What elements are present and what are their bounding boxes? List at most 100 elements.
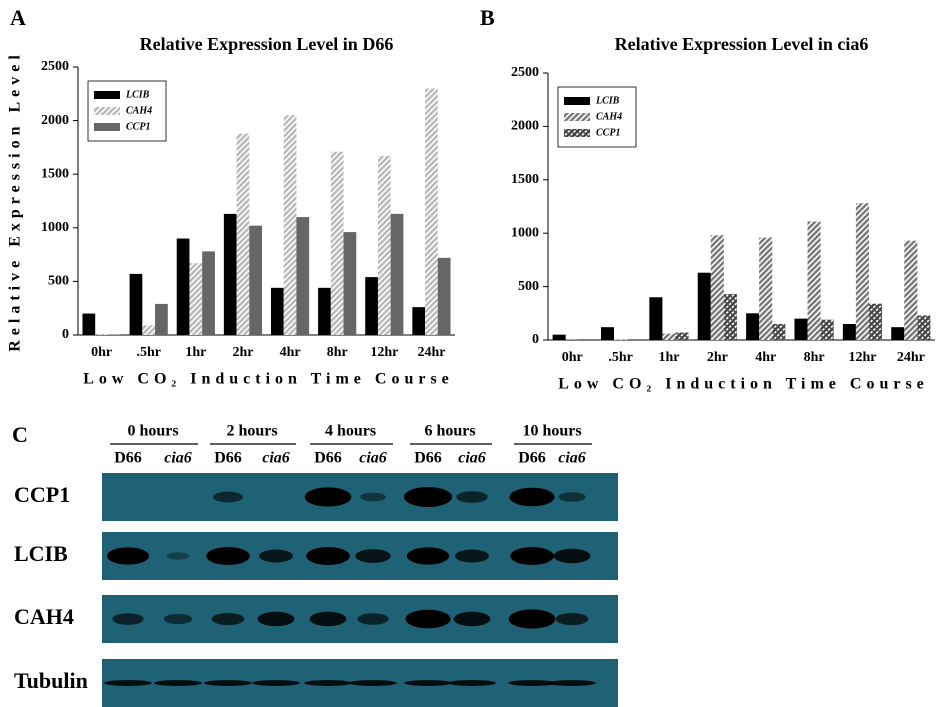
y-tick-label: 2500 bbox=[511, 65, 539, 80]
x-tick-label: 4hr bbox=[755, 350, 776, 365]
bar bbox=[108, 334, 121, 335]
blot-band bbox=[167, 552, 190, 559]
legend-swatch bbox=[94, 107, 120, 115]
x-axis-label: Low CO₂ Induction Time Course bbox=[558, 376, 929, 393]
x-tick-label: 2hr bbox=[232, 345, 253, 360]
bar bbox=[917, 315, 930, 340]
bar bbox=[344, 232, 357, 335]
group-label: 0 hours bbox=[127, 423, 178, 440]
blot-band bbox=[252, 680, 300, 686]
legend-label: CAH4 bbox=[126, 105, 152, 116]
y-tick-label: 2500 bbox=[41, 59, 69, 74]
group-label: 2 hours bbox=[226, 423, 277, 440]
y-tick-label: 2000 bbox=[511, 119, 539, 134]
y-axis-label: Relative Expression Level bbox=[7, 50, 24, 352]
blot-band bbox=[112, 613, 143, 625]
blot-band bbox=[556, 613, 589, 625]
bar bbox=[378, 156, 391, 335]
blot-band bbox=[404, 487, 452, 507]
legend-swatch bbox=[94, 123, 120, 131]
bar bbox=[891, 327, 904, 340]
blot-band bbox=[455, 550, 489, 563]
y-tick-label: 500 bbox=[48, 274, 69, 289]
bar bbox=[698, 273, 711, 340]
y-tick-label: 1500 bbox=[41, 166, 69, 181]
bar bbox=[794, 319, 807, 340]
bar bbox=[130, 274, 143, 335]
bar bbox=[843, 324, 856, 340]
chart-title: Relative Expression Level in D66 bbox=[140, 34, 394, 54]
blot-band bbox=[357, 613, 388, 625]
y-tick-label: 2000 bbox=[41, 113, 69, 128]
panel-label: A bbox=[10, 5, 26, 30]
bar bbox=[318, 288, 331, 335]
row-label: LCIB bbox=[14, 541, 68, 566]
legend-label: LCIB bbox=[595, 95, 620, 106]
x-axis-label: Low CO₂ Induction Time Course bbox=[83, 371, 454, 388]
blot-band bbox=[407, 547, 449, 564]
group-label: 10 hours bbox=[522, 423, 581, 440]
blot-band bbox=[204, 680, 252, 686]
lane-label: cia6 bbox=[458, 450, 486, 467]
bar bbox=[869, 304, 882, 340]
y-tick-label: 0 bbox=[62, 327, 69, 342]
bar bbox=[759, 237, 772, 340]
bar bbox=[662, 334, 675, 340]
legend-label: CCP1 bbox=[126, 121, 150, 132]
blot-band bbox=[349, 680, 397, 686]
blot-band bbox=[213, 492, 243, 503]
y-tick-label: 1500 bbox=[511, 172, 539, 187]
lane-label: cia6 bbox=[558, 450, 586, 467]
lane-label: D66 bbox=[414, 450, 442, 467]
x-tick-label: 1hr bbox=[185, 345, 206, 360]
lane-label: cia6 bbox=[262, 450, 290, 467]
blot-band bbox=[306, 547, 350, 565]
blot-band bbox=[509, 609, 556, 628]
bar bbox=[553, 335, 566, 340]
bar bbox=[249, 226, 262, 335]
blot-band bbox=[355, 549, 390, 563]
bar bbox=[614, 339, 627, 340]
bar bbox=[391, 214, 404, 335]
blot-band bbox=[305, 487, 352, 506]
bar bbox=[675, 333, 688, 340]
bar bbox=[271, 288, 284, 335]
bar bbox=[155, 304, 168, 335]
bar bbox=[856, 203, 869, 340]
bar bbox=[142, 325, 155, 335]
x-tick-label: .5hr bbox=[136, 345, 161, 360]
bar bbox=[601, 327, 614, 340]
chart-title: Relative Expression Level in cia6 bbox=[615, 34, 869, 54]
blot-band bbox=[456, 491, 487, 503]
group-label: 6 hours bbox=[424, 423, 475, 440]
legend-swatch bbox=[564, 129, 590, 137]
x-tick-label: 2hr bbox=[707, 350, 728, 365]
row-label: CAH4 bbox=[14, 604, 74, 629]
bar bbox=[202, 251, 215, 335]
blot-band bbox=[559, 492, 586, 502]
blot-band bbox=[454, 612, 491, 626]
blot-band bbox=[404, 680, 452, 686]
blot-band bbox=[104, 680, 152, 686]
bar bbox=[95, 334, 108, 335]
legend-label: LCIB bbox=[125, 89, 150, 100]
y-tick-label: 0 bbox=[532, 332, 539, 347]
x-tick-label: .5hr bbox=[608, 350, 633, 365]
panel-label: C bbox=[12, 422, 28, 447]
bar bbox=[438, 258, 451, 335]
figure: A Relative Expression Level in D66 0 500 100… bbox=[0, 0, 940, 707]
bar bbox=[821, 320, 834, 340]
row-label: Tubulin bbox=[14, 668, 88, 693]
panel-label: B bbox=[480, 5, 495, 30]
y-tick-label: 1000 bbox=[511, 225, 539, 240]
bar bbox=[237, 133, 250, 335]
blot-band bbox=[164, 614, 192, 624]
legend-label: CCP1 bbox=[596, 127, 620, 138]
blot-band bbox=[212, 613, 245, 625]
bar bbox=[904, 241, 917, 340]
y-tick-label: 1000 bbox=[41, 220, 69, 235]
bar bbox=[711, 235, 724, 340]
bar bbox=[412, 307, 425, 335]
bar bbox=[772, 324, 785, 340]
x-tick-label: 0hr bbox=[562, 350, 583, 365]
